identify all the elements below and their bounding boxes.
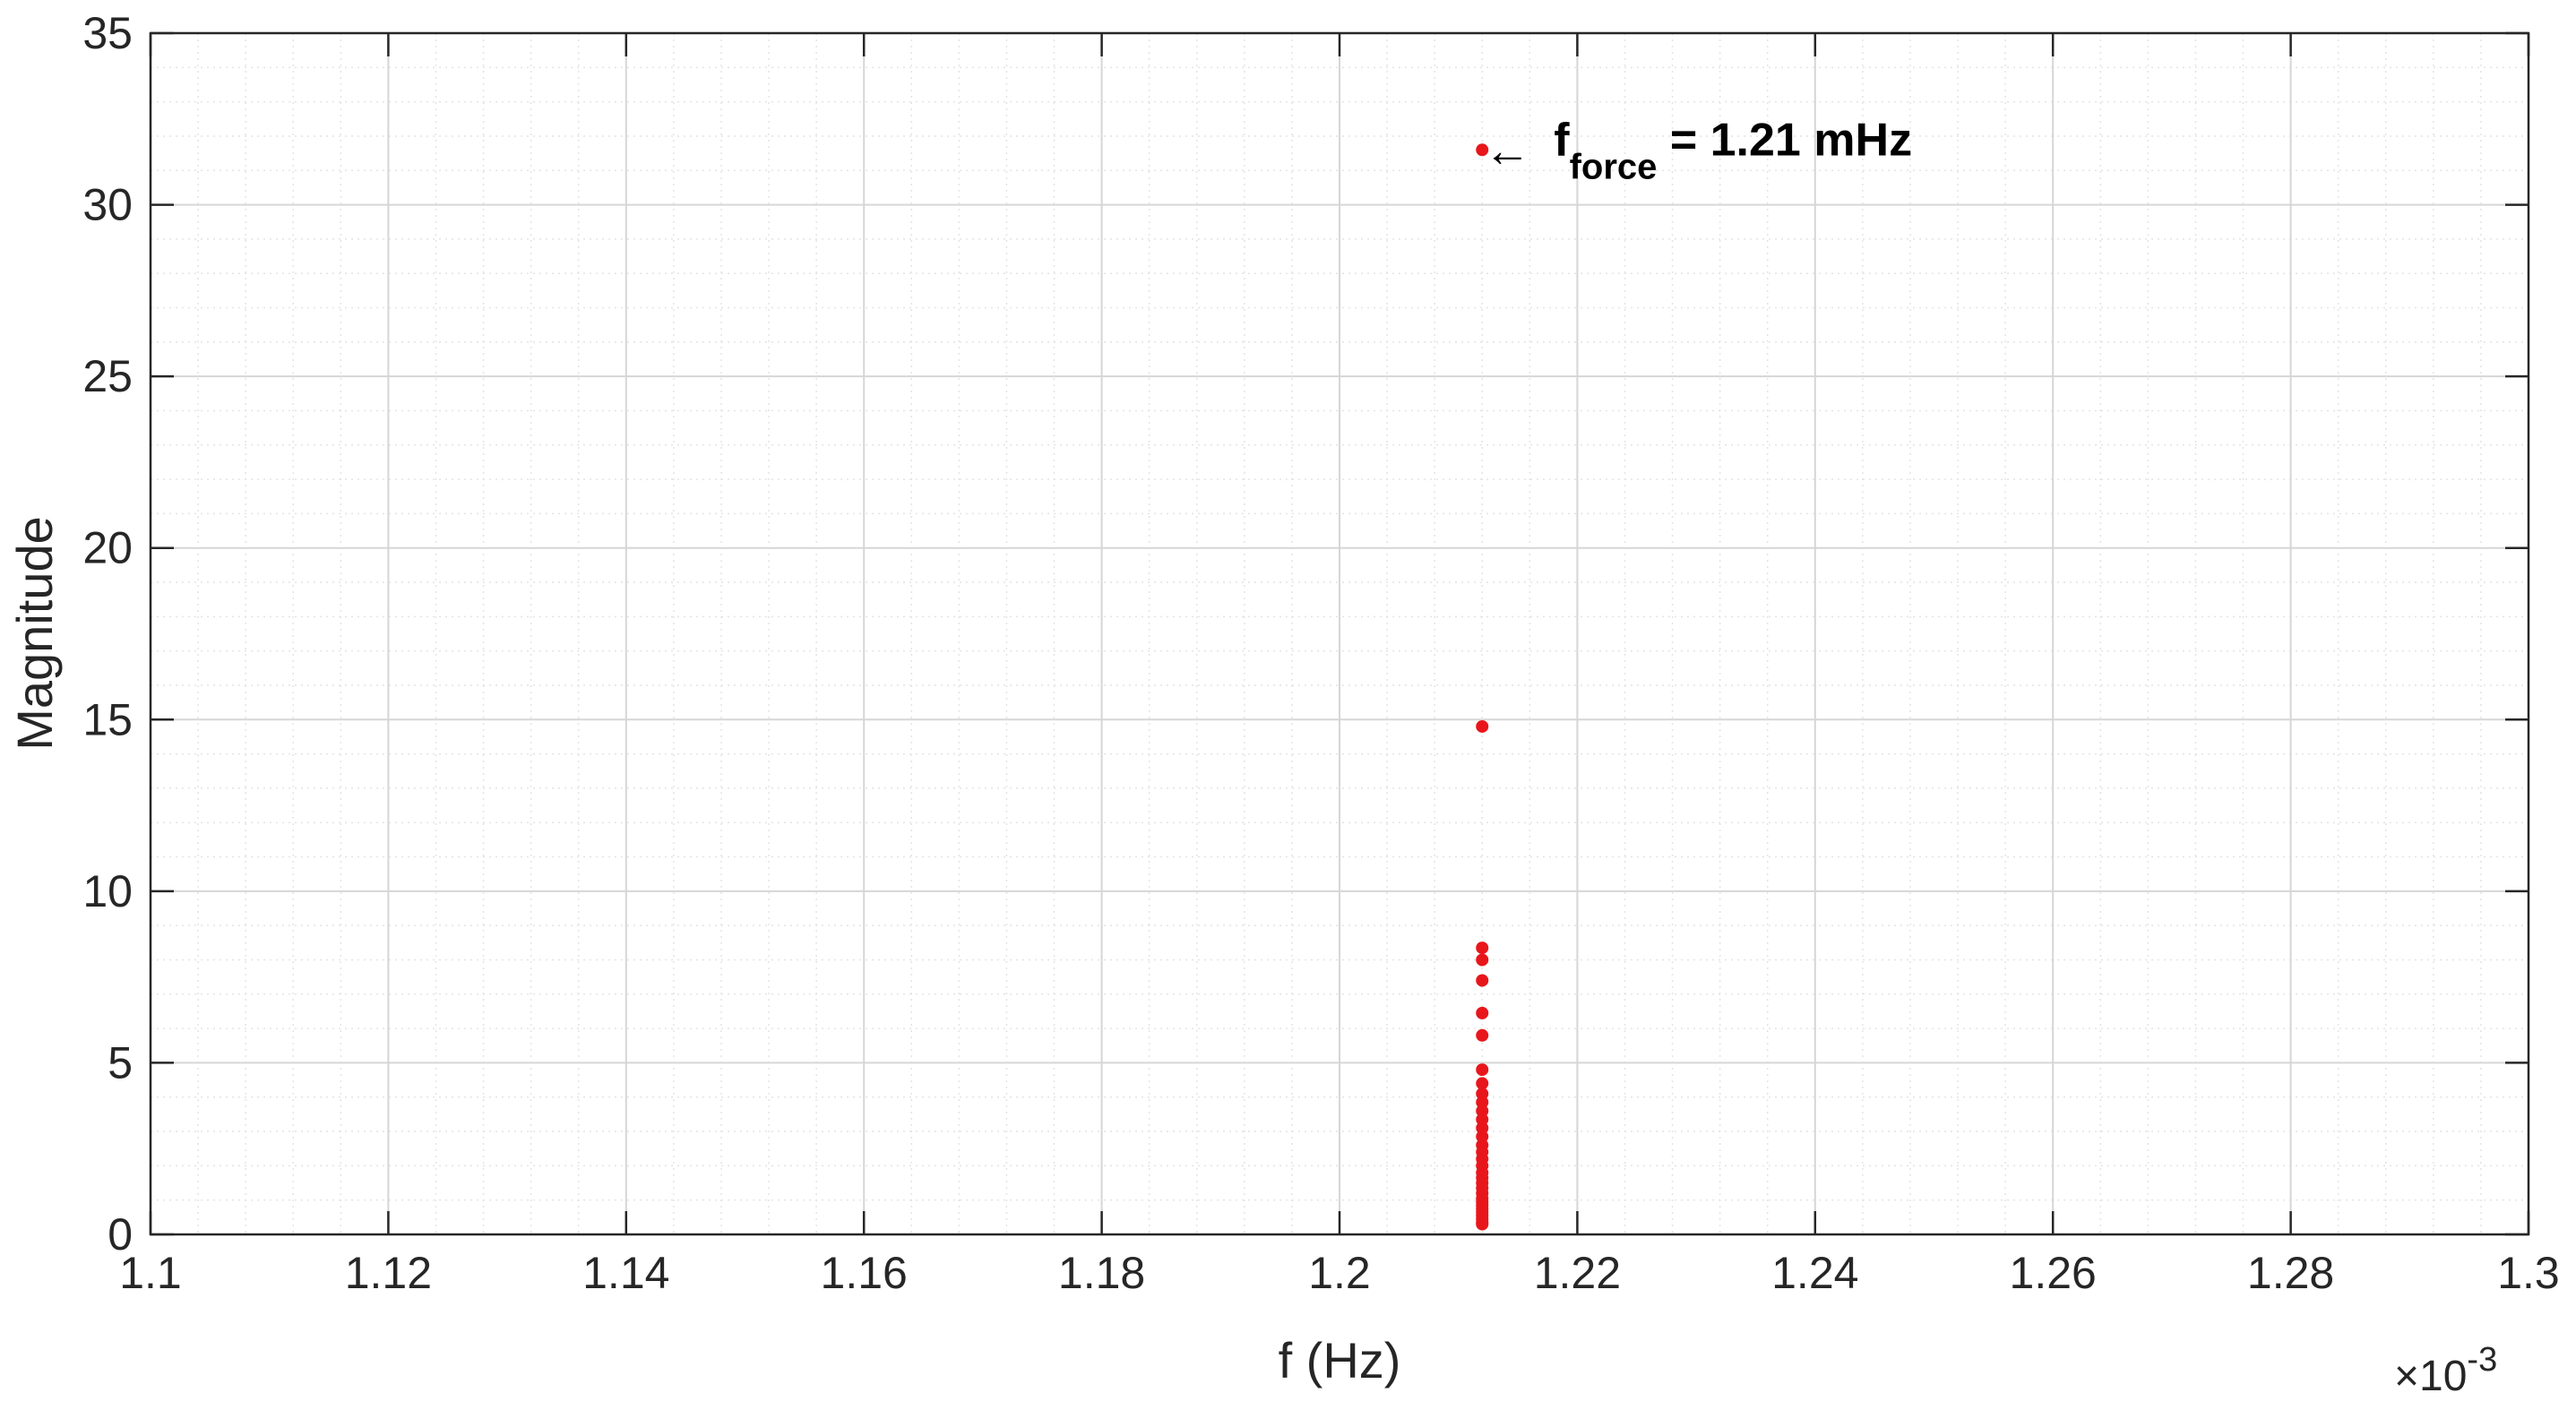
x-tick-label: 1.12 (345, 1248, 432, 1298)
minor-grid (151, 33, 2529, 1234)
annotation-subscript: force (1570, 147, 1658, 186)
data-point (1476, 1028, 1489, 1042)
data-point (1476, 143, 1489, 157)
tick-marks (149, 31, 2530, 1236)
y-tick-label: 5 (108, 1037, 133, 1088)
x-tick-label: 1.16 (821, 1248, 908, 1298)
data-point (1476, 1113, 1489, 1126)
data-point (1476, 1130, 1489, 1143)
data-point (1476, 1217, 1489, 1231)
x-tick-label: 1.14 (582, 1248, 669, 1298)
data-point (1476, 1087, 1489, 1100)
y-tick-labels: 0 5 10 15 20 25 30 35 (82, 8, 133, 1260)
data-point (1476, 974, 1489, 987)
x-multiplier: ×10-3 (2394, 1341, 2497, 1400)
annotation-arrow: ← (1484, 125, 1530, 176)
data-point (1476, 1096, 1489, 1109)
x-tick-label: 1.1 (119, 1248, 182, 1298)
data-point (1476, 1006, 1489, 1019)
x-tick-label: 1.18 (1058, 1248, 1145, 1298)
x-multiplier-base: ×10 (2394, 1353, 2467, 1400)
y-tick-label: 35 (82, 8, 133, 58)
x-tick-label: 1.22 (1534, 1248, 1621, 1298)
annotation-rest: = 1.21 mHz (1657, 114, 1912, 166)
data-point (1476, 719, 1489, 733)
x-tick-label: 1.24 (1771, 1248, 1858, 1298)
data-point (1476, 1105, 1489, 1118)
x-tick-labels: 1.1 1.12 1.14 1.16 1.18 1.2 1.22 1.24 1.26 1.28 1.… (119, 1248, 2560, 1298)
y-tick-label: 25 (82, 351, 133, 401)
x-tick-label: 1.28 (2247, 1248, 2334, 1298)
data-point (1476, 1077, 1489, 1090)
x-axis-label: f (Hz) (1279, 1332, 1401, 1389)
y-tick-label: 0 (108, 1209, 133, 1260)
annotation-text: fforce = 1.21 mHz (1554, 114, 1912, 186)
data-point (1476, 1122, 1489, 1135)
y-axis-label: Magnitude (6, 516, 63, 751)
x-tick-label: 1.26 (2010, 1248, 2097, 1298)
y-tick-label: 15 (82, 694, 133, 744)
y-tick-label: 10 (82, 866, 133, 916)
data-point (1476, 941, 1489, 955)
x-multiplier-exponent: -3 (2467, 1341, 2497, 1379)
x-tick-label: 1.3 (2497, 1248, 2560, 1298)
x-tick-label: 1.2 (1308, 1248, 1371, 1298)
data-point (1476, 1063, 1489, 1077)
annotation-main: f (1554, 114, 1570, 166)
peak-annotation: ← fforce = 1.21 mHz (1484, 114, 1912, 186)
y-tick-label: 30 (82, 180, 133, 230)
data-points (1476, 143, 1489, 1231)
y-tick-label: 20 (82, 523, 133, 573)
data-point (1476, 953, 1489, 967)
